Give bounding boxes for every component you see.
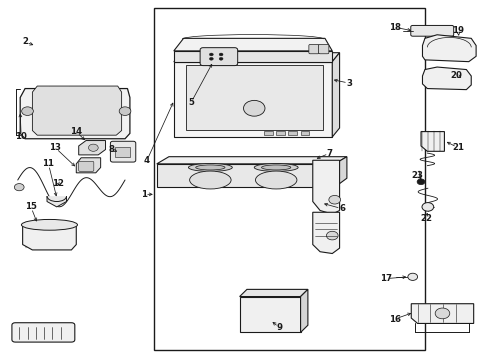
Text: 17: 17	[379, 274, 391, 283]
Polygon shape	[173, 53, 339, 62]
Circle shape	[219, 53, 223, 56]
FancyBboxPatch shape	[318, 44, 328, 54]
Ellipse shape	[254, 163, 298, 171]
FancyBboxPatch shape	[110, 141, 136, 162]
Ellipse shape	[189, 171, 231, 189]
Circle shape	[209, 53, 213, 56]
Circle shape	[219, 57, 223, 60]
Polygon shape	[32, 86, 122, 135]
Polygon shape	[331, 53, 339, 137]
FancyBboxPatch shape	[200, 48, 237, 66]
Text: 12: 12	[52, 179, 64, 188]
Bar	[115, 147, 130, 157]
Text: 8: 8	[109, 145, 115, 154]
Circle shape	[328, 195, 340, 204]
Text: 4: 4	[143, 156, 150, 165]
Text: 1: 1	[140, 190, 146, 199]
Circle shape	[421, 203, 433, 211]
Ellipse shape	[21, 220, 77, 230]
Circle shape	[14, 184, 24, 191]
Circle shape	[119, 107, 131, 116]
Polygon shape	[312, 160, 339, 214]
Polygon shape	[47, 196, 66, 207]
Polygon shape	[239, 289, 307, 297]
Ellipse shape	[261, 165, 290, 170]
Text: 9: 9	[276, 323, 282, 332]
Circle shape	[209, 57, 213, 60]
Polygon shape	[300, 289, 307, 332]
Circle shape	[416, 179, 424, 185]
Polygon shape	[173, 62, 331, 137]
Polygon shape	[173, 39, 331, 51]
Text: 16: 16	[388, 315, 400, 324]
Text: 23: 23	[411, 171, 423, 180]
Text: 11: 11	[42, 159, 54, 168]
FancyBboxPatch shape	[308, 44, 319, 54]
Text: 7: 7	[326, 149, 332, 158]
Bar	[154, 8, 424, 350]
Polygon shape	[76, 158, 101, 173]
Polygon shape	[410, 304, 473, 323]
FancyBboxPatch shape	[79, 161, 94, 171]
Polygon shape	[420, 132, 444, 151]
Text: 10: 10	[15, 132, 27, 141]
Text: 3: 3	[346, 79, 352, 88]
Text: 18: 18	[388, 23, 400, 32]
Polygon shape	[173, 51, 331, 62]
Bar	[276, 131, 285, 135]
Bar	[264, 131, 272, 135]
Polygon shape	[422, 67, 470, 90]
Polygon shape	[22, 225, 76, 250]
Polygon shape	[20, 89, 130, 139]
Polygon shape	[312, 212, 339, 253]
FancyBboxPatch shape	[12, 323, 75, 342]
Text: 6: 6	[338, 204, 345, 213]
Bar	[288, 131, 297, 135]
Ellipse shape	[195, 165, 224, 170]
Polygon shape	[334, 157, 346, 187]
Text: 15: 15	[25, 202, 37, 211]
Polygon shape	[185, 65, 322, 130]
Circle shape	[407, 273, 417, 280]
Circle shape	[326, 231, 337, 240]
Polygon shape	[239, 297, 300, 332]
Text: 22: 22	[419, 214, 431, 223]
Circle shape	[243, 100, 264, 116]
Circle shape	[88, 144, 98, 151]
Circle shape	[434, 308, 449, 319]
Text: 19: 19	[451, 26, 463, 35]
Text: 13: 13	[49, 143, 61, 152]
Polygon shape	[157, 164, 334, 187]
FancyBboxPatch shape	[410, 26, 453, 36]
Bar	[300, 131, 309, 135]
Text: 5: 5	[187, 98, 193, 107]
Polygon shape	[79, 140, 105, 155]
Circle shape	[21, 107, 33, 116]
Ellipse shape	[188, 163, 232, 171]
Text: 14: 14	[70, 127, 82, 136]
Text: 20: 20	[450, 71, 462, 80]
Polygon shape	[422, 35, 475, 62]
Ellipse shape	[255, 171, 296, 189]
Text: 2: 2	[22, 37, 28, 46]
Polygon shape	[157, 157, 346, 164]
Text: 21: 21	[451, 143, 463, 152]
